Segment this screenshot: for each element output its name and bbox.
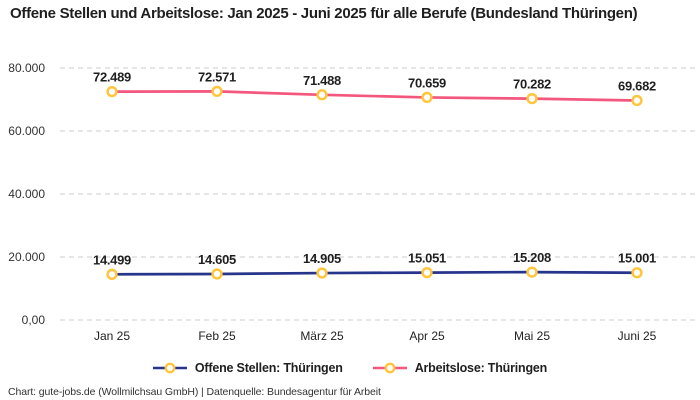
legend-label-arbeitslose: Arbeitslose: Thüringen	[414, 361, 548, 375]
data-point-label: 69.682	[618, 79, 656, 94]
x-tick-label: Apr 25	[409, 329, 445, 343]
series-line	[110, 90, 639, 102]
data-point-label: 70.659	[408, 75, 446, 90]
data-point	[106, 86, 118, 98]
x-tick-label: Jan 25	[94, 329, 130, 343]
data-point	[106, 268, 118, 280]
data-point-label: 70.282	[513, 77, 551, 92]
data-point-label: 15.001	[618, 251, 656, 266]
attribution: Chart: gute-jobs.de (Wollmilchsau GmbH) …	[8, 386, 381, 398]
y-tick-label: 60.000	[8, 124, 45, 138]
y-tick-label: 80.000	[8, 61, 45, 75]
legend-line-sample-pink	[372, 362, 407, 374]
data-point-label: 15.208	[513, 250, 551, 265]
data-point-label: 14.499	[93, 252, 131, 267]
chart-title: Offene Stellen und Arbeitslose: Jan 2025…	[10, 5, 638, 22]
x-tick-label: März 25	[300, 329, 344, 343]
data-point-label: 71.488	[303, 73, 341, 88]
data-point	[526, 92, 538, 105]
data-point	[421, 266, 433, 279]
legend-label-offene-stellen: Offene Stellen: Thüringen	[194, 361, 343, 375]
data-point-label: 15.051	[408, 251, 446, 266]
data-point	[211, 268, 223, 280]
data-point	[316, 89, 328, 101]
data-point-label: 72.489	[93, 70, 131, 85]
x-tick-label: Juni 25	[618, 329, 657, 343]
legend-item-offene-stellen[interactable]: Offene Stellen: Thüringen	[152, 361, 343, 375]
data-point	[526, 266, 538, 278]
data-point-label: 14.905	[303, 251, 341, 266]
y-tick-label: 0,00	[22, 313, 46, 327]
y-tick-label: 20.000	[8, 250, 45, 264]
series-line	[110, 270, 639, 276]
legend: Offene Stellen: Thüringen Arbeitslose: T…	[0, 361, 700, 375]
legend-line-sample-blue	[152, 362, 187, 374]
data-point-label: 72.571	[198, 69, 236, 84]
data-point	[631, 267, 643, 279]
data-point	[316, 267, 328, 279]
legend-item-arbeitslose[interactable]: Arbeitslose: Thüringen	[372, 361, 548, 375]
data-point-label: 14.605	[198, 252, 236, 267]
data-point	[631, 94, 643, 107]
data-point	[211, 85, 223, 98]
x-tick-label: Feb 25	[198, 329, 236, 343]
x-tick-label: Mai 25	[514, 329, 550, 343]
y-tick-label: 40.000	[8, 187, 45, 201]
data-point	[421, 91, 433, 104]
